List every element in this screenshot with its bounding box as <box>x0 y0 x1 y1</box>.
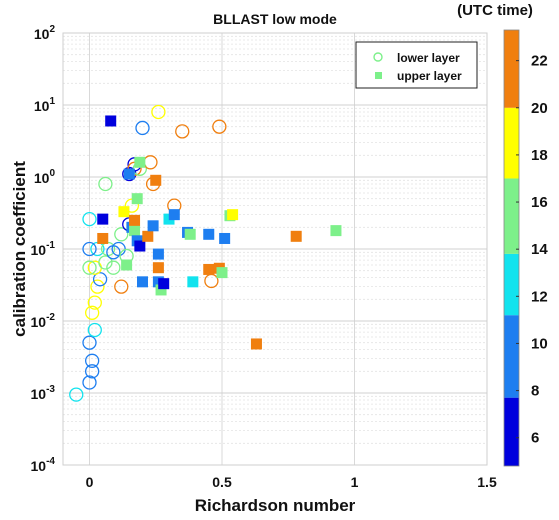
upper-layer-point <box>187 276 199 288</box>
legend-box <box>355 41 478 89</box>
y-axis-ticks: 10-4 10-3 10-2 10-1 100 101 102 <box>31 24 56 474</box>
lower-layer-point <box>98 255 113 270</box>
lower-layer-point <box>85 353 100 368</box>
colorbar-tick-label: 6 <box>531 430 539 447</box>
upper-layer-point <box>184 228 196 240</box>
upper-layer-point <box>158 278 170 290</box>
legend-lower-layer-marker <box>373 52 383 62</box>
upper-layer-point <box>131 193 143 205</box>
lower-layer-point <box>82 241 97 257</box>
colorbar-tick-label: 16 <box>531 194 548 211</box>
lower-layer-point <box>82 211 97 227</box>
upper-layer-point <box>203 228 215 240</box>
colorbar-band <box>504 315 519 398</box>
lower-layer-point <box>92 272 108 287</box>
colorbar-band <box>504 253 519 316</box>
legend-upper-layer-label: upper layer <box>397 69 462 83</box>
data-points <box>69 104 342 402</box>
colorbar-frame <box>503 29 520 467</box>
colorbar-band <box>504 107 519 179</box>
lower-layer-point <box>114 227 129 242</box>
upper-layer-point <box>152 262 164 274</box>
colorbar: 6 8 10 12 14 16 18 20 22 <box>503 29 548 467</box>
upper-layer-point <box>227 209 239 221</box>
upper-layer-point <box>152 248 164 260</box>
lower-layer-point <box>87 322 102 338</box>
upper-layer-point <box>118 206 130 218</box>
lower-layer-point <box>69 387 84 402</box>
chart-title: BLLAST low mode <box>213 11 337 27</box>
upper-layer-point <box>150 174 162 186</box>
x-tick-label: 1.5 <box>477 474 497 490</box>
upper-layer-point <box>330 225 342 237</box>
lower-layer-point <box>106 260 121 275</box>
lower-layer-point <box>90 279 105 294</box>
lower-layer-point <box>212 119 227 134</box>
upper-layer-point <box>216 267 228 279</box>
colorbar-tick-label: 10 <box>531 335 548 352</box>
legend-upper-layer-marker <box>375 72 382 79</box>
upper-layer-point <box>123 168 135 180</box>
x-tick-label: 0 <box>86 474 94 490</box>
lower-layer-point <box>82 260 97 275</box>
lower-layer-point <box>82 375 97 390</box>
x-axis-title: Richardson number <box>195 496 356 515</box>
upper-layer-point <box>250 338 262 350</box>
legend-lower-layer-label: lower layer <box>397 51 460 65</box>
lower-layer-point <box>85 305 100 320</box>
legend: lower layer upper layer <box>355 41 478 89</box>
lower-layer-point <box>175 124 190 139</box>
lower-layer-point <box>114 279 129 294</box>
lower-layer-point <box>135 120 150 136</box>
colorbar-tick-label: 8 <box>531 383 539 400</box>
upper-layer-point <box>290 230 302 242</box>
colorbar-band <box>504 397 519 466</box>
upper-layer-point <box>142 230 154 242</box>
upper-layer-point <box>155 284 167 296</box>
upper-layer-point <box>219 232 231 244</box>
y-tick-label: 10-1 <box>31 240 56 258</box>
lower-layer-point <box>87 295 102 310</box>
y-tick-label: 100 <box>34 168 56 186</box>
upper-layer-point <box>97 213 109 225</box>
upper-layer-point <box>129 214 141 226</box>
lower-layer-point <box>98 176 113 192</box>
y-tick-label: 102 <box>34 24 56 42</box>
upper-layer-point <box>168 209 180 221</box>
y-tick-label: 10-2 <box>31 312 56 330</box>
upper-layer-point <box>137 276 148 288</box>
colorbar-tick-label: 20 <box>531 100 548 117</box>
y-axis-title: calibration coefficient <box>10 161 29 337</box>
upper-layer-point <box>203 263 215 275</box>
grid-lines <box>63 32 488 466</box>
colorbar-title: (UTC time) <box>457 2 533 19</box>
upper-layer-point <box>147 220 159 232</box>
x-tick-label: 0.5 <box>212 474 232 490</box>
upper-layer-point <box>97 232 109 244</box>
upper-layer-point <box>129 225 141 237</box>
colorbar-tick-label: 18 <box>531 147 548 164</box>
lower-layer-point <box>85 364 100 379</box>
upper-layer-point <box>105 115 117 127</box>
colorbar-band <box>504 30 519 108</box>
x-axis-ticks: 0 0.5 1 1.5 <box>86 474 497 490</box>
colorbar-tick-label: 22 <box>531 53 548 70</box>
x-tick-label: 1 <box>351 474 359 490</box>
plot-frame <box>62 32 488 466</box>
upper-layer-point <box>121 259 133 271</box>
lower-layer-point <box>151 104 166 120</box>
y-tick-label: 10-4 <box>31 456 56 474</box>
lower-layer-point <box>82 335 97 350</box>
colorbar-tick-label: 14 <box>531 241 548 258</box>
upper-layer-point <box>134 240 146 252</box>
y-tick-label: 10-3 <box>31 384 56 402</box>
y-tick-label: 101 <box>34 96 56 114</box>
upper-layer-point <box>134 156 146 168</box>
colorbar-band <box>504 178 519 254</box>
colorbar-tick-label: 12 <box>531 288 548 305</box>
